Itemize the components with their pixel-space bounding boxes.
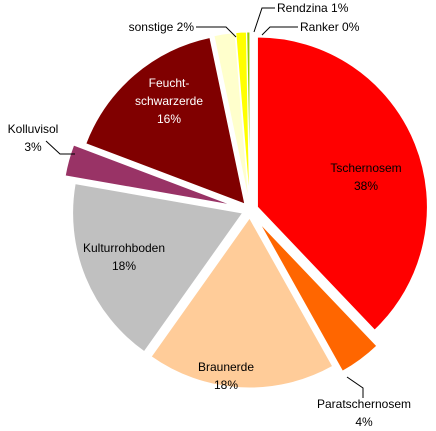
- label-kolluvisol-pct: 3%: [24, 140, 42, 154]
- label-feuchtschwarzerde-line1: Feucht-: [149, 76, 190, 90]
- pie-slice-braunerde: [150, 217, 334, 389]
- label-paratschernosem-pct: 4%: [355, 415, 373, 429]
- leader-line-kolluvisol: [45, 140, 75, 155]
- label-braunerde-pct: 18%: [214, 378, 238, 392]
- label-braunerde: Braunerde: [198, 360, 254, 374]
- slice-labels: Tschernosem 38% Paratschernosem 4% Braun…: [8, 1, 411, 429]
- leader-line-ranker: [261, 26, 298, 36]
- leader-line-sonstige: [196, 26, 237, 38]
- label-feuchtschwarzerde-pct: 16%: [157, 112, 181, 126]
- pie-slice-kolluvisol: [64, 144, 233, 206]
- leader-lines: [45, 7, 364, 398]
- label-rendzina: Rendzina 1%: [277, 1, 349, 15]
- label-kolluvisol: Kolluvisol: [8, 122, 59, 136]
- pie-slices: [64, 31, 428, 389]
- label-paratschernosem: Paratschernosem: [317, 397, 411, 411]
- label-tschernosem-pct: 38%: [354, 179, 378, 193]
- pie-slice-feucht-schwarzerde: [85, 36, 246, 205]
- pie-slice-kulturrohboden: [72, 183, 244, 353]
- pie-slice-tschernosem: [256, 36, 428, 331]
- label-kulturrohboden-pct: 18%: [112, 259, 136, 273]
- leader-line-paratschernosem: [346, 376, 364, 398]
- pie-slice-ranker: [246, 31, 251, 203]
- pie-slice-paratschernosem: [259, 222, 378, 372]
- label-feuchtschwarzerde-line2: schwarzerde: [135, 94, 203, 108]
- label-tschernosem: Tschernosem: [330, 161, 401, 175]
- pie-slice-sonstige: [213, 32, 250, 203]
- leader-line-rendzina: [253, 7, 275, 33]
- label-ranker: Ranker 0%: [300, 20, 360, 34]
- label-kulturrohboden: Kulturrohboden: [83, 241, 165, 255]
- label-sonstige: sonstige 2%: [129, 20, 195, 34]
